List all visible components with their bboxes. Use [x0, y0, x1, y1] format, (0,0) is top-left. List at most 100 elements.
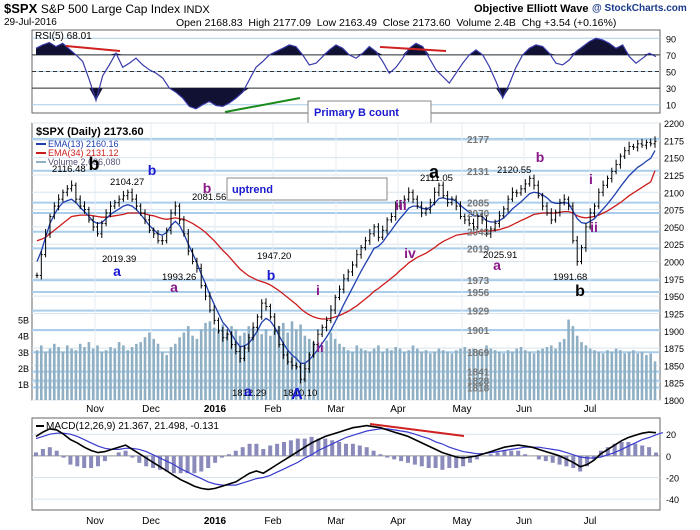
macd-histogram-bar [68, 455, 73, 465]
price-level-label: 2043 [467, 228, 490, 239]
macd-histogram-bar [419, 455, 424, 467]
volume-bar [606, 350, 609, 400]
macd-x-label: Jul [584, 516, 597, 527]
macd-histogram-bar [75, 455, 80, 467]
price-point-label: 2104.27 [110, 177, 144, 188]
volume-bar [238, 335, 242, 400]
wave-label: ii [590, 219, 598, 235]
volume-tick-label: 2B [18, 364, 29, 374]
macd-histogram-bar [468, 455, 472, 463]
macd-histogram-bar [516, 450, 521, 456]
price-level-label: 1828 [467, 377, 490, 388]
price-tick-label: 1875 [664, 344, 684, 354]
macd-histogram-bar [295, 438, 300, 456]
rsi-tick-label: 10 [666, 101, 676, 111]
volume-bar [454, 350, 458, 400]
price-level-label: 1973 [467, 276, 490, 287]
macd-histogram-bar [502, 450, 507, 456]
macd-histogram-bar [337, 442, 342, 456]
volume-bar [472, 348, 475, 400]
wave-label: a [170, 279, 178, 295]
price-legend-entry: EMA(13) 2160.16 [48, 139, 119, 149]
volume-bar [256, 330, 259, 400]
volume-bar [394, 347, 397, 400]
wave-label: b [536, 149, 545, 165]
wave-label: b [89, 154, 100, 174]
macd-histogram-bar [254, 443, 259, 456]
volume-bar [53, 343, 56, 401]
macd-histogram-bar [633, 443, 638, 456]
macd-histogram-bar [461, 455, 466, 467]
rsi-trendline-red [379, 46, 447, 52]
volume-bar [44, 351, 47, 400]
macd-histogram-bar [385, 455, 390, 458]
volume-bar [187, 326, 190, 400]
macd-histogram-bar [247, 443, 252, 456]
macd-histogram-bar [330, 440, 335, 456]
price-x-label: Jul [584, 404, 597, 415]
volume-bar [653, 361, 657, 400]
volume-bar [545, 347, 549, 400]
volume-bar [96, 345, 99, 400]
volume-bar [502, 353, 505, 400]
macd-histogram-bar [130, 455, 135, 458]
volume-bar [61, 351, 65, 400]
volume-bar [359, 348, 363, 400]
volume-bar [588, 348, 592, 400]
volume-bar [165, 355, 168, 400]
low-value: 2163.49 [338, 17, 377, 29]
macd-histogram-bar [233, 450, 238, 456]
volume-bar [467, 351, 471, 400]
macd-histogram-bar [543, 455, 548, 462]
close-value: 2173.60 [412, 17, 451, 29]
volume-bar [450, 353, 454, 400]
macd-histogram-bar [474, 455, 479, 460]
volume-bar [277, 326, 281, 400]
volume-bar [260, 334, 263, 400]
macd-histogram-bar [357, 445, 362, 456]
volume-bar [506, 350, 510, 400]
macd-histogram-bar [144, 455, 149, 467]
volume-bar [528, 351, 531, 400]
macd-tick-label: -20 [666, 474, 679, 484]
volume-bar [554, 348, 557, 400]
volume-bar [325, 340, 328, 400]
volume-bar [433, 351, 436, 400]
macd-histogram-bar [378, 454, 383, 456]
price-tick-label: 1825 [664, 379, 684, 389]
volume-bar [152, 338, 155, 400]
volume-bar [575, 335, 579, 400]
volume-bar [251, 327, 255, 400]
wave-label: ii [316, 340, 323, 355]
macd-histogram-bar [578, 455, 583, 472]
rsi-trendline-green [224, 97, 301, 113]
volume-tick-label: 4B [18, 332, 29, 342]
volume-bar [221, 324, 225, 400]
macd-histogram-bar [199, 455, 204, 472]
volume-bar [550, 345, 553, 400]
volume-bar [476, 350, 480, 400]
volume-bar [437, 348, 441, 400]
price-point-label: 1947.20 [257, 251, 291, 262]
macd-histogram-bar [626, 442, 631, 456]
rsi-trendline-red [65, 45, 121, 52]
volume-bar [385, 348, 389, 400]
macd-histogram-bar [213, 455, 218, 463]
volume-bar [199, 329, 203, 400]
macd-histogram-bar [123, 450, 128, 456]
volume-bar [636, 353, 639, 400]
volume-bar [299, 324, 302, 400]
volume-bar [584, 345, 588, 400]
macd-signal-line [35, 428, 664, 486]
price-tick-label: 2000 [664, 258, 684, 268]
volume-bar [515, 348, 518, 400]
volume-bar [230, 326, 233, 400]
price-level-label: 2177 [467, 135, 490, 146]
ohlc-line: Open 2168.83 High 2177.09 Low 2163.49 Cl… [176, 17, 617, 29]
volume-bar [511, 351, 514, 400]
volume-bar [597, 351, 601, 400]
price-tick-label: 2050 [664, 223, 684, 233]
macd-histogram-bar [178, 455, 183, 474]
macd-histogram-bar [137, 455, 142, 463]
